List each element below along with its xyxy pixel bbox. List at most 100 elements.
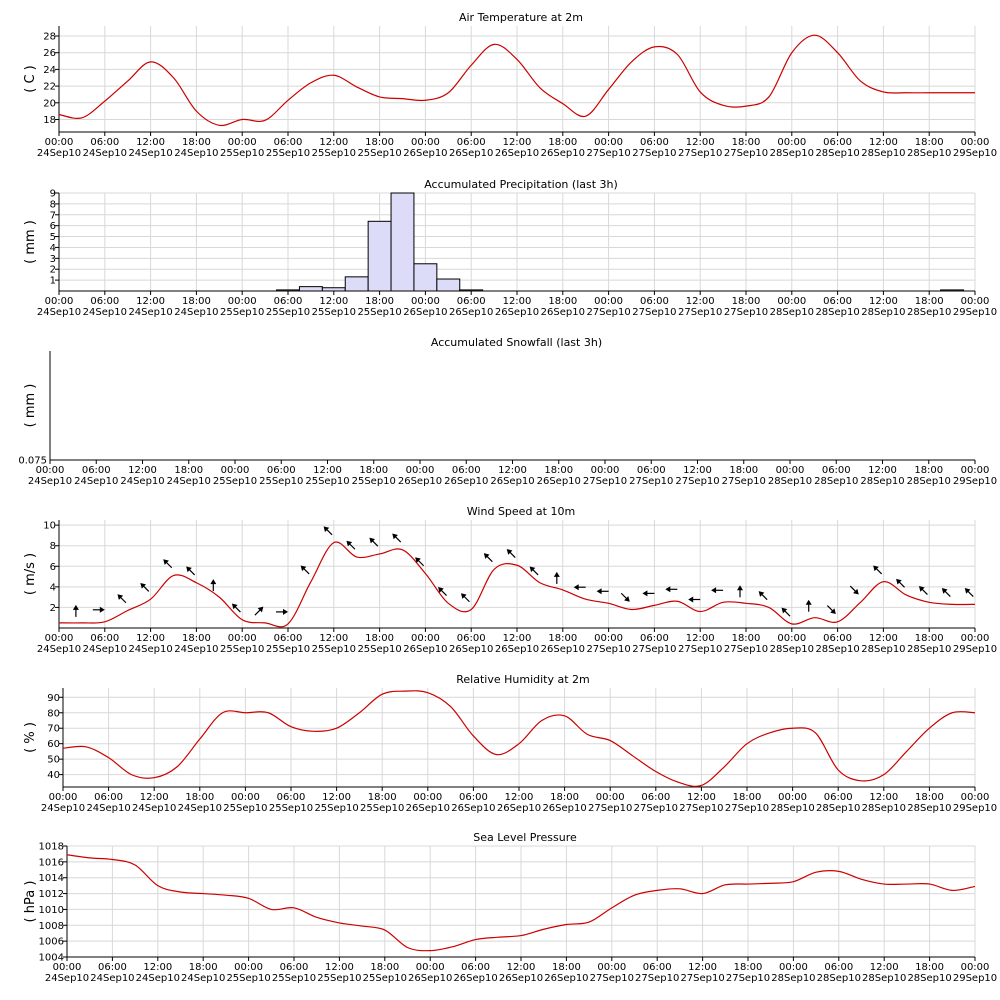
x-tick-time: 18:00 [548, 633, 577, 644]
wind-arrow [92, 606, 105, 613]
y-axis-label: ( hPa ) [23, 881, 38, 923]
x-tick-time: 12:00 [503, 296, 532, 307]
x-tick-date: 24Sep10 [45, 973, 89, 984]
x-tick-time: 12:00 [869, 792, 898, 803]
x-tick-time: 06:00 [274, 633, 303, 644]
x-tick-time: 18:00 [550, 792, 579, 803]
x-tick-time: 00:00 [961, 962, 990, 973]
x-tick-date: 28Sep10 [862, 973, 906, 984]
x-tick-time: 00:00 [228, 633, 257, 644]
x-tick-date: 25Sep10 [317, 973, 361, 984]
x-tick-time: 12:00 [313, 465, 342, 476]
panel-6: Sea Level Pressure ( hPa ) 1004 1006 1008 101… [23, 831, 997, 984]
x-tick-time: 00:00 [411, 296, 440, 307]
wind-arrow [210, 579, 217, 592]
y-tick-label: 24 [43, 65, 56, 76]
x-tick-date: 28Sep10 [862, 803, 906, 814]
y-tick-label: 18 [43, 115, 56, 126]
chart-title: Air Temperature at 2m [459, 11, 583, 24]
wind-arrow-head [830, 608, 836, 615]
x-tick-time: 06:00 [452, 465, 481, 476]
x-tick-time: 06:00 [823, 137, 852, 148]
x-tick-time: 00:00 [594, 296, 623, 307]
x-tick-time: 12:00 [136, 137, 165, 148]
x-tick-time: 18:00 [734, 962, 763, 973]
y-tick-label: 8 [50, 541, 56, 552]
chart-title: Relative Humidity at 2m [456, 673, 590, 686]
wind-arrow [596, 588, 609, 595]
x-tick-time: 06:00 [277, 792, 306, 803]
x-tick-date: 27Sep10 [629, 476, 673, 487]
wind-arrow [300, 565, 310, 575]
wind-arrow [849, 585, 859, 595]
bar [436, 278, 461, 292]
series-line [62, 690, 976, 787]
x-tick-time: 06:00 [823, 633, 852, 644]
wind-arrow-head [140, 582, 147, 589]
x-tick-time: 12:00 [136, 633, 165, 644]
x-tick-time: 12:00 [505, 792, 534, 803]
x-tick-time: 00:00 [411, 137, 440, 148]
wind-arrow [186, 566, 196, 576]
x-tick-date: 27Sep10 [632, 148, 676, 159]
x-tick-date: 25Sep10 [220, 148, 264, 159]
x-tick-date: 28Sep10 [814, 476, 858, 487]
x-tick-time: 06:00 [274, 296, 303, 307]
wind-arrow-head [283, 608, 288, 615]
x-tick-time: 00:00 [596, 792, 625, 803]
x-tick-time: 12:00 [136, 296, 165, 307]
x-tick-time: 06:00 [82, 465, 111, 476]
x-tick-date: 25Sep10 [357, 148, 401, 159]
x-tick-date: 26Sep10 [444, 476, 488, 487]
y-tick-label: 1006 [39, 937, 64, 948]
x-tick-time: 12:00 [687, 792, 716, 803]
panel-2: Accumulated Precipitation (last 3h) ( mm … [23, 178, 997, 318]
y-tick-label: 4 [50, 243, 56, 254]
series-line [58, 541, 976, 628]
x-tick-date: 26Sep10 [495, 644, 539, 655]
x-tick-date: 25Sep10 [220, 644, 264, 655]
x-tick-time: 00:00 [45, 296, 74, 307]
wind-arrow [460, 593, 470, 603]
x-tick-time: 12:00 [319, 137, 348, 148]
x-tick-date: 26Sep10 [541, 644, 585, 655]
x-tick-time: 00:00 [594, 633, 623, 644]
wind-arrow-head [323, 526, 330, 533]
x-tick-date: 27Sep10 [588, 803, 632, 814]
x-tick-time: 00:00 [778, 792, 807, 803]
wind-arrow-head [711, 587, 717, 594]
x-tick-date: 28Sep10 [768, 476, 812, 487]
x-tick-date: 25Sep10 [269, 803, 313, 814]
x-tick-time: 00:00 [411, 633, 440, 644]
y-tick-label: 1 [50, 276, 56, 287]
x-tick-date: 24Sep10 [28, 476, 72, 487]
wind-arrow-head [805, 599, 812, 605]
bar [390, 192, 415, 292]
x-tick-time: 00:00 [45, 633, 74, 644]
x-tick-date: 26Sep10 [449, 307, 493, 318]
y-tick-label: 1018 [39, 842, 64, 853]
x-tick-time: 00:00 [221, 465, 250, 476]
x-tick-date: 29Sep10 [953, 973, 997, 984]
y-tick-label: 1012 [39, 889, 64, 900]
x-tick-date: 28Sep10 [770, 644, 814, 655]
x-tick-date: 25Sep10 [266, 307, 310, 318]
y-tick-label: 1014 [39, 873, 64, 884]
x-tick-date: 27Sep10 [586, 307, 630, 318]
x-tick-time: 06:00 [637, 465, 666, 476]
x-tick-date: 28Sep10 [815, 148, 859, 159]
x-tick-date: 24Sep10 [90, 973, 134, 984]
x-tick-date: 25Sep10 [312, 307, 356, 318]
x-tick-time: 00:00 [406, 465, 435, 476]
wind-arrow-head [758, 591, 765, 597]
x-tick-date: 26Sep10 [544, 973, 588, 984]
x-tick-time: 00:00 [961, 633, 990, 644]
x-tick-date: 28Sep10 [770, 307, 814, 318]
x-tick-date: 25Sep10 [226, 973, 270, 984]
series-line [58, 34, 975, 127]
x-tick-date: 25Sep10 [357, 644, 401, 655]
x-tick-date: 28Sep10 [817, 973, 861, 984]
x-tick-date: 27Sep10 [678, 644, 722, 655]
y-tick-label: 3 [50, 254, 56, 265]
y-tick-label: 70 [47, 724, 60, 735]
